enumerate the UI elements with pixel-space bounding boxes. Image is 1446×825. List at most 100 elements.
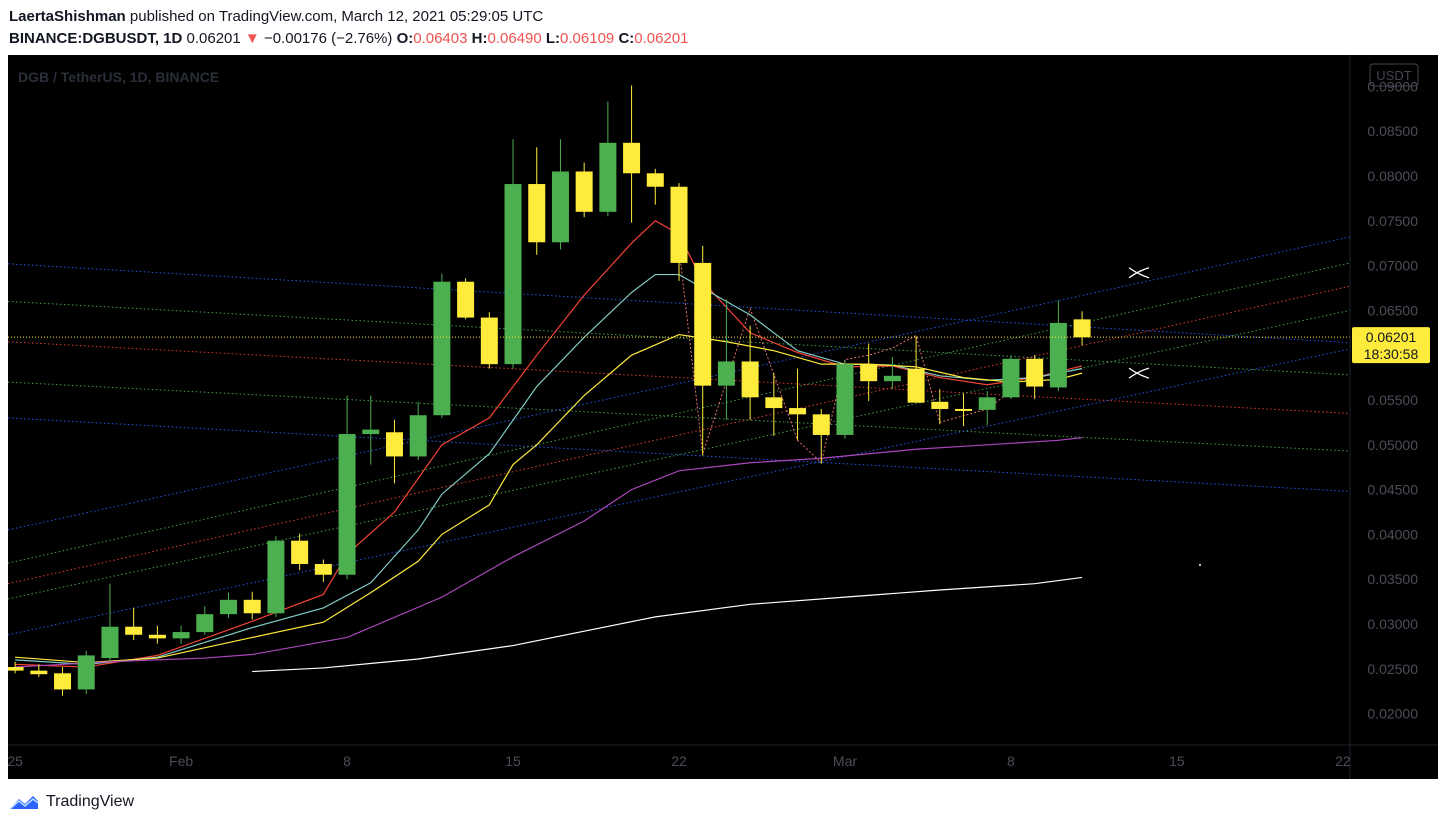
zigzag-line xyxy=(678,247,1012,464)
candle-body[interactable] xyxy=(77,655,95,690)
candle-body[interactable] xyxy=(623,142,641,174)
candle-body[interactable] xyxy=(220,599,238,615)
channel-line[interactable] xyxy=(8,348,1351,636)
candle-body[interactable] xyxy=(717,361,735,386)
y-axis-tick-label: 0.05500 xyxy=(1367,392,1418,408)
ohlc-line: BINANCE:DGBUSDT, 1D 0.06201 ▼ −0.00176 (… xyxy=(9,28,689,50)
channel-line[interactable] xyxy=(8,417,1351,492)
y-axis-tick-label: 0.08000 xyxy=(1367,168,1418,184)
candle-body[interactable] xyxy=(978,397,996,410)
channel-line[interactable] xyxy=(8,262,1351,564)
stray-dot xyxy=(1199,564,1201,566)
open-value: 0.06403 xyxy=(413,30,468,47)
candle-body[interactable] xyxy=(30,670,48,675)
candle-body[interactable] xyxy=(812,414,830,435)
candle-body[interactable] xyxy=(291,540,309,564)
candle-body[interactable] xyxy=(1002,358,1020,398)
candle-body[interactable] xyxy=(670,186,688,263)
y-axis-tick-label: 0.02500 xyxy=(1367,661,1418,677)
candle-body[interactable] xyxy=(457,281,475,318)
moving-average-line[interactable] xyxy=(15,333,1083,664)
x-axis-tick-label: 8 xyxy=(1007,753,1015,769)
x-axis-tick-label: 15 xyxy=(1169,753,1185,769)
candle-body[interactable] xyxy=(433,281,451,416)
candle-body[interactable] xyxy=(8,667,24,671)
price-change: −0.00176 (−2.76%) xyxy=(263,30,393,47)
cross-marker xyxy=(1128,267,1150,279)
candle-body[interactable] xyxy=(694,262,712,386)
cross-marker xyxy=(1128,367,1150,379)
candle-body[interactable] xyxy=(907,368,925,403)
candle-body[interactable] xyxy=(480,317,498,365)
candle-body[interactable] xyxy=(883,375,901,382)
candle-body[interactable] xyxy=(243,599,261,614)
channel-line[interactable] xyxy=(8,285,1351,585)
candle-body[interactable] xyxy=(646,173,664,187)
channel-line[interactable] xyxy=(8,236,1351,531)
footer: TradingView xyxy=(8,790,134,814)
channel-line[interactable] xyxy=(8,300,1351,376)
candle-body[interactable] xyxy=(125,626,143,635)
candle-body[interactable] xyxy=(362,429,380,435)
candle-body[interactable] xyxy=(765,397,783,409)
low-label: L: xyxy=(545,30,561,47)
candle-body[interactable] xyxy=(172,632,190,639)
y-axis-tick-label: 0.08500 xyxy=(1367,123,1418,139)
candle-body[interactable] xyxy=(741,361,759,398)
candlestick-chart[interactable]: DGB / TetherUS, 1D, BINANCE 0.090000.085… xyxy=(8,55,1438,779)
candle-body[interactable] xyxy=(575,171,593,212)
symbol-label: BINANCE:DGBUSDT, 1D xyxy=(9,30,183,47)
candle-body[interactable] xyxy=(314,563,332,575)
last-price: 0.06201 xyxy=(186,30,241,47)
publish-info: LaertaShishman published on TradingView.… xyxy=(9,6,689,28)
y-axis-tick-label: 0.03000 xyxy=(1367,616,1418,632)
y-axis-tick-label: 0.04500 xyxy=(1367,482,1418,498)
candle-body[interactable] xyxy=(196,614,214,633)
close-label: C: xyxy=(618,30,635,47)
channel-line[interactable] xyxy=(8,309,1351,600)
candle-body[interactable] xyxy=(836,364,854,435)
author-name[interactable]: LaertaShishman xyxy=(9,8,126,25)
candle-body[interactable] xyxy=(860,364,878,382)
published-text: published on TradingView.com, March 12, … xyxy=(129,8,544,25)
open-label: O: xyxy=(396,30,414,47)
tradingview-logo-icon[interactable] xyxy=(8,792,40,812)
x-axis-tick-label: 22 xyxy=(671,753,687,769)
candle-body[interactable] xyxy=(504,184,522,365)
candle-body[interactable] xyxy=(551,171,569,243)
candle-body[interactable] xyxy=(385,432,403,457)
moving-average-line[interactable] xyxy=(252,576,1083,673)
candle-body[interactable] xyxy=(148,634,166,639)
current-price-label: 0.06201 xyxy=(1366,329,1417,345)
y-axis-tick-label: 0.07000 xyxy=(1367,258,1418,274)
x-axis-tick-label: 25 xyxy=(8,753,23,769)
candle-body[interactable] xyxy=(1026,358,1044,387)
candle-body[interactable] xyxy=(1073,319,1091,338)
x-axis-tick-label: 8 xyxy=(343,753,351,769)
y-axis-tick-label: 0.04000 xyxy=(1367,526,1418,542)
candle-body[interactable] xyxy=(338,434,356,575)
y-axis-tick-label: 0.06500 xyxy=(1367,302,1418,318)
candle-body[interactable] xyxy=(931,401,949,409)
candle-body[interactable] xyxy=(409,415,427,457)
countdown-label: 18:30:58 xyxy=(1364,346,1419,362)
chart-area[interactable]: DGB / TetherUS, 1D, BINANCE 0.09000 0.085… xyxy=(8,55,1438,779)
candle-body[interactable] xyxy=(528,184,546,243)
moving-average-line[interactable] xyxy=(15,437,1083,668)
close-value: 0.06201 xyxy=(634,30,689,47)
y-axis-tick-label: 0.03500 xyxy=(1367,571,1418,587)
candle-body[interactable] xyxy=(599,142,617,212)
candle-body[interactable] xyxy=(1049,322,1067,388)
candle-body[interactable] xyxy=(54,673,72,690)
tradingview-brand[interactable]: TradingView xyxy=(46,793,135,810)
candle-body[interactable] xyxy=(101,626,119,659)
y-axis-tick-label: 0.07500 xyxy=(1367,213,1418,229)
x-axis-tick-label: 15 xyxy=(505,753,521,769)
candle-body[interactable] xyxy=(267,540,285,614)
x-axis-tick-label: Mar xyxy=(833,753,857,769)
candle-body[interactable] xyxy=(789,408,807,415)
channel-line[interactable] xyxy=(8,263,1351,344)
currency-badge[interactable]: USDT xyxy=(1369,63,1419,87)
x-axis-tick-label: Feb xyxy=(169,753,193,769)
candle-body[interactable] xyxy=(955,408,973,411)
